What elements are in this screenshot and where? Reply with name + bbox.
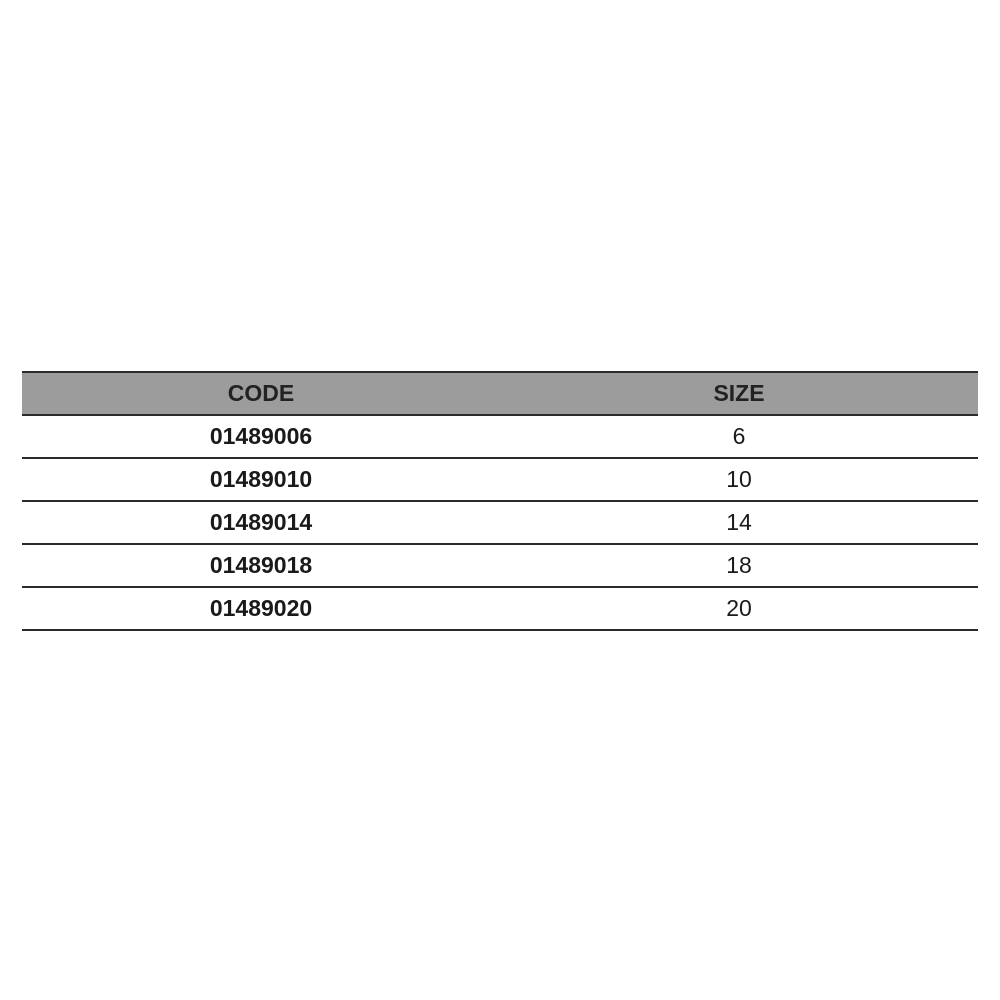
size-cell: 10: [500, 458, 978, 502]
table-header-row: CODE SIZE: [22, 371, 978, 416]
code-cell: 01489010: [22, 458, 500, 502]
code-cell: 01489006: [22, 415, 500, 459]
code-cell: 01489018: [22, 544, 500, 588]
header-size: SIZE: [500, 371, 978, 416]
product-size-table: CODE SIZE 01489006 6 01489010 10 0148901…: [22, 371, 978, 631]
table-row: 01489006 6: [22, 415, 978, 459]
header-code: CODE: [22, 371, 500, 416]
code-cell: 01489014: [22, 501, 500, 545]
size-cell: 6: [500, 415, 978, 459]
table-row: 01489014 14: [22, 501, 978, 545]
table-row: 01489020 20: [22, 587, 978, 631]
size-cell: 20: [500, 587, 978, 631]
size-cell: 18: [500, 544, 978, 588]
table-row: 01489018 18: [22, 544, 978, 588]
size-cell: 14: [500, 501, 978, 545]
table-row: 01489010 10: [22, 458, 978, 502]
code-cell: 01489020: [22, 587, 500, 631]
